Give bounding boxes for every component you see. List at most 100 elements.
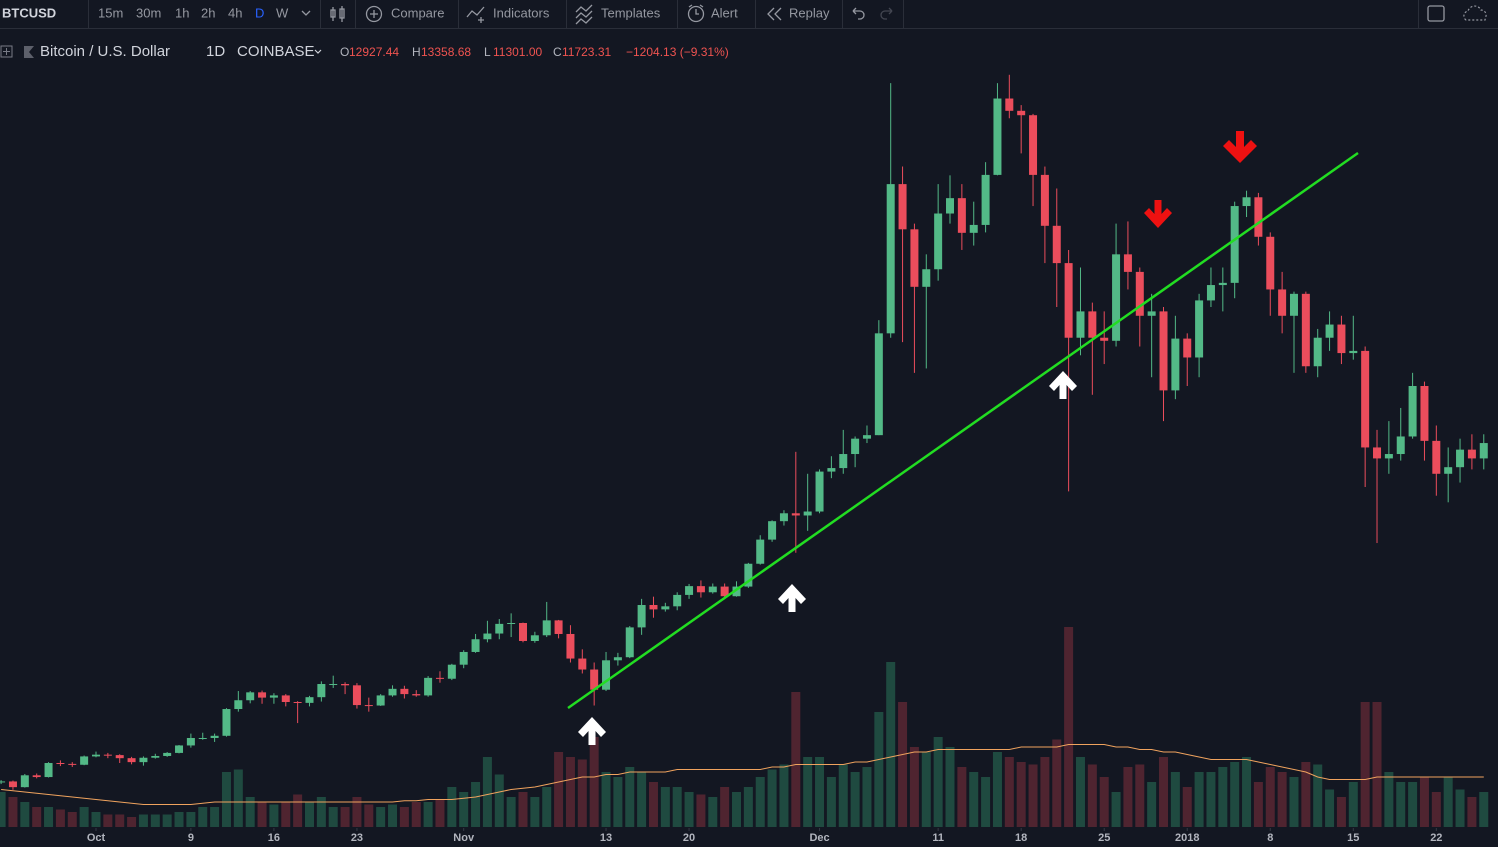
symbol-interval: 1D <box>206 43 225 60</box>
candle-body <box>1432 440 1441 474</box>
interval-button[interactable]: 2h <box>201 5 215 20</box>
volume-bar <box>1111 792 1121 827</box>
candle-body <box>1242 197 1251 207</box>
indicators-icon[interactable] <box>466 6 485 23</box>
fullscreen-button[interactable] <box>1427 5 1445 22</box>
volume-bar <box>530 797 540 827</box>
volume-bar <box>340 807 350 827</box>
redo-button[interactable] <box>880 7 893 20</box>
compare-icon[interactable] <box>370 10 378 18</box>
candle-body <box>151 755 160 758</box>
candle-body <box>803 511 812 516</box>
legend-toggle[interactable] <box>3 48 10 55</box>
candle-body <box>246 692 255 701</box>
time-axis: Oct 9 16 23 Nov 13 20 Dec 11 18 25 2018 8 15 22 <box>87 828 1442 844</box>
volume-bar <box>945 747 955 827</box>
volume-bar <box>1218 767 1228 827</box>
candle-body <box>8 781 17 788</box>
candle-body <box>993 98 1002 175</box>
volume-bar <box>1301 762 1311 827</box>
candle-body <box>1349 350 1358 354</box>
candle-body <box>1088 311 1097 338</box>
undo-button[interactable] <box>852 7 865 20</box>
volume-bar <box>554 752 564 827</box>
compare-icon[interactable] <box>365 5 383 23</box>
toolbar-button[interactable]: Templates <box>601 5 661 20</box>
candle-body <box>1373 447 1382 459</box>
candle-body <box>637 605 646 628</box>
candle-body <box>1076 311 1085 338</box>
legend-toggle[interactable] <box>0 45 13 58</box>
candle-body <box>1171 338 1180 391</box>
interval-button[interactable]: W <box>276 5 289 20</box>
volume-bar <box>648 782 658 827</box>
volume-bar <box>992 752 1002 827</box>
templates-icon[interactable] <box>575 4 593 25</box>
interval-button[interactable]: 15m <box>98 5 123 20</box>
volume-bar <box>1004 757 1014 827</box>
candle-body <box>696 586 705 593</box>
symbol-search[interactable]: BTCUSD <box>2 5 56 20</box>
candle-body <box>483 633 492 640</box>
alert-icon[interactable] <box>688 4 704 15</box>
candle-body <box>519 623 528 641</box>
volume-bar <box>328 807 338 827</box>
volume-bar <box>1206 772 1216 827</box>
candle-body <box>1123 254 1132 272</box>
candle-body <box>554 620 563 634</box>
volume-bar <box>150 814 160 827</box>
volume-bar <box>44 807 54 827</box>
x-tick-label: 8 <box>1267 832 1273 844</box>
candle-body <box>957 198 966 233</box>
volume-bar <box>471 782 481 827</box>
candle-body <box>934 213 943 270</box>
volume-bar <box>423 802 433 827</box>
x-tick-label: 18 <box>1015 832 1027 844</box>
volume-bar <box>1455 789 1465 827</box>
candle-body <box>530 635 539 641</box>
volume-bar <box>115 814 125 827</box>
toolbar-bg <box>0 0 1498 28</box>
candle-body <box>1254 197 1263 237</box>
candle-body <box>341 684 350 686</box>
change-value: −1204.13 (−9.31%) <box>626 45 729 59</box>
volume-bar <box>376 807 386 827</box>
interval-button[interactable]: 4h <box>228 5 242 20</box>
toolbar-button[interactable]: Indicators <box>493 5 550 20</box>
chart-style-button[interactable] <box>330 6 345 22</box>
candle-body <box>44 763 53 778</box>
toolbar-button[interactable]: Replay <box>789 5 830 20</box>
volume-bar <box>388 804 398 827</box>
interval-button[interactable]: 1h <box>175 5 189 20</box>
candle-body <box>602 660 611 690</box>
x-tick-label: 20 <box>683 832 695 844</box>
toolbar-button[interactable]: Compare <box>391 5 444 20</box>
volume-bar <box>696 794 706 827</box>
volume-bar <box>1396 782 1406 827</box>
exchange-menu[interactable] <box>314 49 322 54</box>
candle-body <box>1195 300 1204 358</box>
alert-icon[interactable] <box>687 5 705 23</box>
candle-body <box>1017 110 1026 116</box>
cloud-button[interactable] <box>1463 5 1487 21</box>
toolbar-button[interactable]: Alert <box>711 5 738 20</box>
candle-body <box>1029 115 1038 175</box>
candle-body <box>234 700 243 710</box>
volume-bar <box>1277 772 1287 827</box>
volume-bar <box>743 787 753 827</box>
volume-bar <box>815 757 825 827</box>
volume-bar <box>233 769 243 827</box>
x-tick-label: 16 <box>268 832 280 844</box>
candle-body <box>91 754 100 757</box>
volume-bar <box>127 817 137 827</box>
interval-button[interactable]: 30m <box>136 5 161 20</box>
interval-menu[interactable] <box>301 10 311 16</box>
interval-button[interactable]: D <box>255 5 264 20</box>
volume-bar <box>1265 767 1275 827</box>
volume-bar <box>20 802 30 827</box>
volume-bar <box>577 759 587 827</box>
volume-bar <box>981 777 991 827</box>
replay-icon[interactable] <box>767 7 782 21</box>
x-tick-label: 9 <box>188 832 194 844</box>
